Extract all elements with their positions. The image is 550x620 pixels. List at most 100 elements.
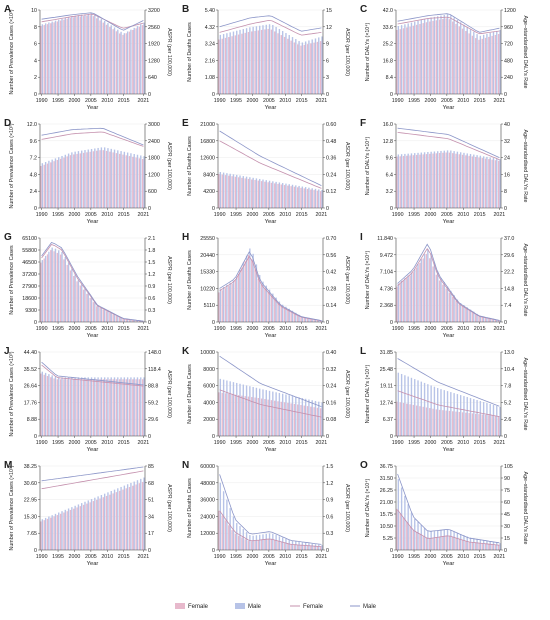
x-tick-label: 2021 [137,554,149,560]
bar-male [489,32,491,94]
bar-female [287,185,289,208]
bar-male [239,175,241,208]
bar-male [486,156,488,208]
bar-male [275,535,277,550]
bar-male [81,377,83,436]
bar-female [494,545,497,550]
bar-female [105,150,108,208]
bar-female [224,520,227,550]
y2-tick-label: 1.5 [148,260,155,266]
bar-male [143,156,145,208]
x-axis-title: Year [265,333,277,339]
y2-tick-label: 0.3 [326,531,333,537]
y-tick-label: 0 [390,548,393,554]
y-tick-label: 2000 [203,417,215,423]
y-tick-label: 15330 [200,270,215,276]
bar-male [407,153,409,208]
bar-male [120,486,122,550]
bar-female [228,37,230,94]
x-tick-label: 2000 [425,98,437,104]
bar-male [97,147,99,208]
bar-male [423,382,426,436]
bar-male [81,150,83,208]
x-tick-label: 2021 [137,98,149,104]
bar-male [64,154,66,208]
bar-male [437,271,439,322]
bar-male [44,23,47,95]
bar-female [442,284,444,322]
bar-male [229,381,231,436]
y-tick-label: 6000 [203,384,215,390]
y-tick-label: 3.24 [205,42,215,48]
bar-male [446,391,449,436]
panel-A: A 0 2 4 6 8 10 0 640 1280 1920 2560 3200 1990 1995 2000… [4,4,172,111]
x-tick-label: 2005 [85,440,97,446]
x-tick-label: 2015 [296,440,308,446]
bar-male [430,151,432,208]
bar-female [290,311,292,322]
bar-female [112,493,114,550]
bar-female [69,509,72,550]
bar-male [130,482,132,550]
bar-female [491,35,493,94]
bar-male [437,16,439,94]
bar-female [76,379,78,436]
y2-tick-label: 0.08 [326,417,336,423]
bar-female [115,315,118,322]
bar-male [229,173,231,208]
panel-F: F 0 3.2 6.4 9.6 12.8 16.0 0 8 16 24 32 40 1990 1995 200… [360,118,528,225]
y2-tick-label: 0.56 [326,253,336,259]
y-tick-label: 0 [34,92,37,98]
panel-letter: L [360,346,366,357]
bar-female [280,35,282,94]
bar-male [414,21,416,94]
bar-male [311,39,313,94]
bar-female [92,379,95,436]
y2-tick-label: 0.24 [326,384,336,390]
y2-tick-label: 9 [326,42,329,48]
bar-female [406,403,408,436]
panel-B: B 0 1.08 2.16 3.24 4.32 5.40 0 3 6 9 12 15 1990 1995 20… [182,4,350,111]
bar-male [242,29,244,95]
bar-male [58,19,60,94]
bar-male [459,152,462,208]
bar-male [51,515,53,550]
y-tick-label: 5110 [204,303,215,309]
bar-male [265,533,267,550]
x-tick-label: 1990 [36,326,48,332]
bar-female [396,401,398,436]
bar-male [71,507,73,550]
bar-female [415,405,418,436]
bar-female [313,546,315,550]
bar-male [479,155,482,208]
y-tick-label: 19.11 [380,384,393,390]
bar-female [228,286,230,322]
bar-male [242,262,244,322]
x-axis-title: Year [87,333,99,339]
x-tick-label: 2021 [493,554,505,560]
legend-item: Male [350,604,377,610]
bar-male [54,513,57,550]
bar-female [119,153,121,208]
bar-female [406,522,408,550]
bar-male [81,284,83,322]
x-tick-label: 2010 [101,554,113,560]
bar-male [252,535,254,550]
bar-female [96,306,98,322]
bar-female [415,532,418,550]
bar-female [257,180,260,208]
bar-male [469,537,472,550]
y2-tick-label: 0 [326,92,329,98]
x-tick-label: 2015 [118,212,130,218]
bar-male [41,163,44,208]
bar-male [466,307,468,322]
x-tick-label: 1990 [36,98,48,104]
x-tick-label: 1995 [52,554,64,560]
x-tick-label: 2005 [85,212,97,218]
x-tick-label: 1995 [230,98,242,104]
bar-male [433,386,436,436]
bar-male [304,398,307,436]
panel-letter: D [4,118,11,129]
y-tick-label: 33.6 [383,25,393,31]
bar-female [264,29,266,94]
